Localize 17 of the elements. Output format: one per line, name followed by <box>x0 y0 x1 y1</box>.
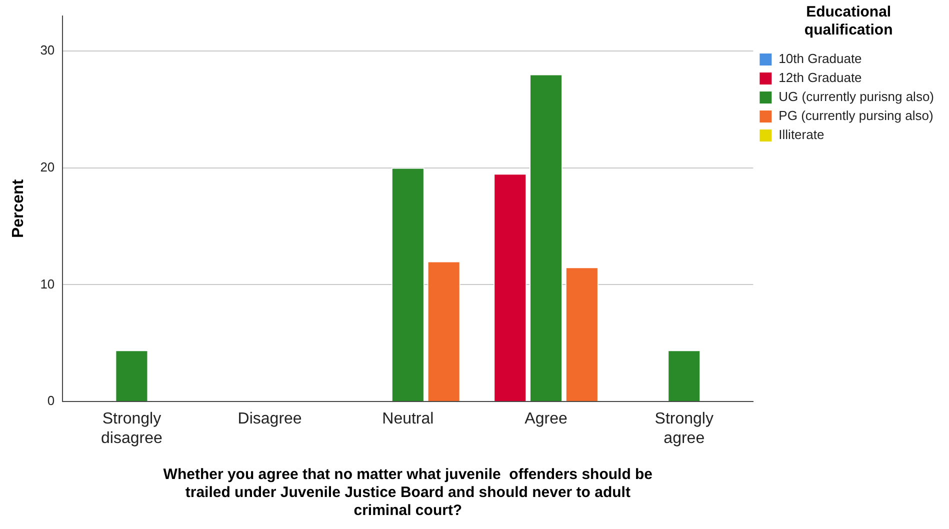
x-tick-label: Strongly agree <box>654 410 714 447</box>
x-tick-label: Neutral <box>382 410 434 428</box>
x-axis-title: Whether you agree that no matter what juvenile offenders should be trailed under Juvenile Justice Board and should never to adult criminal court? <box>163 466 653 520</box>
x-tick-label: Strongly disagree <box>101 410 162 447</box>
legend-label: 12th Graduate <box>778 70 862 86</box>
x-tick-label: Agree <box>524 410 568 428</box>
legend-title: Educational qualification <box>804 4 893 39</box>
y-tick-label: 10 <box>40 276 55 292</box>
y-tick-label: 30 <box>40 42 55 58</box>
y-tick-label: 0 <box>47 393 55 408</box>
x-tick-label: Disagree <box>238 410 302 428</box>
legend-label: PG (currently pursing also) <box>778 108 934 124</box>
legend-label: Illiterate <box>778 127 824 142</box>
y-axis-title: Percent <box>10 178 28 238</box>
y-tick-label: 20 <box>40 159 55 174</box>
legend-label: 10th Graduate <box>778 51 862 66</box>
legend-label: UG (currently purisng also) <box>778 89 934 104</box>
